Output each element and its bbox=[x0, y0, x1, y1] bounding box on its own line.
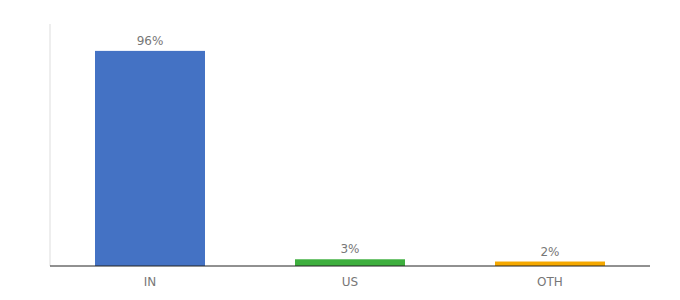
data-label: 96% bbox=[137, 34, 164, 48]
y-axis-line bbox=[50, 24, 51, 266]
bar bbox=[95, 51, 205, 266]
x-tick-label: IN bbox=[144, 275, 157, 289]
bars bbox=[95, 51, 605, 266]
data-label: 2% bbox=[540, 245, 559, 259]
x-tick-labels: IN US OTH bbox=[144, 275, 563, 289]
x-tick-label: US bbox=[342, 275, 358, 289]
bar bbox=[495, 262, 605, 266]
data-labels: 96% 3% 2% bbox=[137, 34, 560, 259]
x-tick-label: OTH bbox=[537, 275, 563, 289]
chart: 96% 3% 2% IN US OTH bbox=[0, 0, 680, 300]
x-axis-line bbox=[50, 266, 650, 267]
bar bbox=[295, 259, 405, 266]
chart-container: 96% 3% 2% IN US OTH bbox=[0, 0, 680, 300]
data-label: 3% bbox=[340, 242, 359, 256]
